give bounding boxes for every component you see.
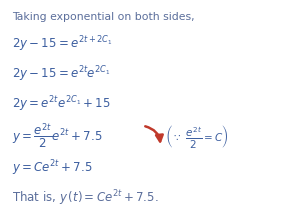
Text: $2y = e^{2t}e^{2C_1} + 15$: $2y = e^{2t}e^{2C_1} + 15$ bbox=[12, 95, 111, 114]
Text: $\left(\because\ \dfrac{e^{2t}}{2} = C\right)$: $\left(\because\ \dfrac{e^{2t}}{2} = C\r… bbox=[166, 123, 229, 150]
Text: That is, $y\,(t) = Ce^{2t} + 7.5.$: That is, $y\,(t) = Ce^{2t} + 7.5.$ bbox=[12, 189, 159, 208]
Text: $y = Ce^{2t} + 7.5$: $y = Ce^{2t} + 7.5$ bbox=[12, 159, 93, 178]
Text: $2y - 15 = e^{2t+2C_1}$: $2y - 15 = e^{2t+2C_1}$ bbox=[12, 35, 113, 54]
Text: $y = \dfrac{e^{2t}}{2}e^{2t} + 7.5$: $y = \dfrac{e^{2t}}{2}e^{2t} + 7.5$ bbox=[12, 122, 103, 151]
Text: Taking exponential on both sides,: Taking exponential on both sides, bbox=[12, 12, 195, 22]
Text: $2y - 15 = e^{2t}e^{2C_1}$: $2y - 15 = e^{2t}e^{2C_1}$ bbox=[12, 64, 111, 84]
